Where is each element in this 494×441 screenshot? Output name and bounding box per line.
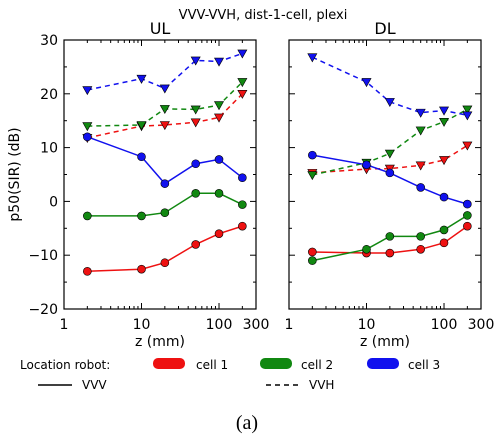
data-point-circle [138,153,146,161]
data-point-triangle [191,119,200,127]
data-point-triangle [83,87,92,95]
y-axis-label: p50(SIR) (dB) [7,127,23,221]
data-point-triangle [463,142,472,150]
data-point-circle [440,193,448,201]
data-point-circle [83,267,91,275]
data-point-circle [161,209,169,217]
data-point-triangle [416,127,425,135]
panel-dl: 1 10 100 300 DL z (mm) [285,19,494,350]
data-point-triangle [463,112,472,120]
series-cell3-vvh [308,54,472,120]
data-point-triangle [160,85,169,93]
y-tick-label: −20 [28,302,58,318]
data-point-circle [192,240,200,248]
x-axis-label: z (mm) [135,334,185,350]
data-point-circle [386,249,394,257]
x-tick-label: 300 [468,317,494,333]
data-point-circle [192,189,200,197]
legend-swatch-cell3 [367,358,399,369]
data-point-circle [215,230,223,238]
legend-solid-label: VVV [82,378,107,392]
data-point-circle [463,211,471,219]
data-point-circle [161,259,169,267]
data-point-triangle [385,150,394,158]
panel-title: DL [374,19,395,38]
x-tick-label: 100 [206,317,233,333]
legend: Location robot: cell 1 cell 2 cell 3 VVV… [20,358,440,392]
legend-label-cell1: cell 1 [196,358,228,372]
data-point-circle [417,183,425,191]
data-point-circle [308,257,316,265]
y-tick-label: 0 [49,194,58,210]
data-point-circle [440,239,448,247]
data-point-circle [308,151,316,159]
x-tick-label: 1 [60,317,69,333]
data-point-circle [238,222,246,230]
data-point-circle [363,161,371,169]
data-point-circle [138,265,146,273]
y-tick-label: 30 [40,33,58,49]
legend-dashed-label: VVH [309,378,334,392]
series-cell2-vvv [83,189,246,220]
plot-frame [289,40,481,309]
data-point-circle [161,180,169,188]
x-tick-label: 10 [133,317,151,333]
data-point-circle [417,232,425,240]
data-point-circle [463,200,471,208]
data-point-triangle [215,58,224,66]
figure-title: VVV-VVH, dist-1-cell, plexi [179,8,348,23]
legend-label-cell2: cell 2 [301,358,333,372]
data-point-circle [363,245,371,253]
y-tick-label: 10 [40,141,58,157]
x-tick-label: 300 [243,317,270,333]
series-cell1-vvh [83,90,247,142]
figure-caption: (a) [236,412,258,434]
data-point-circle [386,169,394,177]
data-point-triangle [416,162,425,170]
y-tick-label: −10 [28,248,58,264]
data-point-circle [192,160,200,168]
series-cell3-vvh [83,50,247,95]
data-point-triangle [308,172,317,180]
panel-title: UL [150,19,171,38]
data-point-circle [138,212,146,220]
legend-swatch-cell1 [153,358,185,369]
data-point-circle [215,189,223,197]
series-cell1-vvv [83,222,246,275]
data-point-circle [215,155,223,163]
x-tick-label: 10 [358,317,376,333]
data-point-circle [83,212,91,220]
data-point-circle [308,248,316,256]
data-point-triangle [238,50,247,58]
data-point-triangle [440,118,449,126]
data-point-circle [83,133,91,141]
series-cell3-vvv [83,133,246,188]
x-axis-label: z (mm) [360,334,410,350]
data-point-triangle [215,102,224,110]
legend-label-cell3: cell 3 [408,358,440,372]
data-point-circle [238,201,246,209]
plot-frame [64,40,256,309]
data-point-triangle [308,54,317,62]
data-point-circle [386,232,394,240]
x-tick-label: 100 [431,317,458,333]
data-point-triangle [440,107,449,115]
data-point-circle [463,222,471,230]
x-tick-label: 1 [285,317,294,333]
data-point-circle [440,226,448,234]
legend-swatch-cell2 [260,358,292,369]
data-point-triangle [416,109,425,117]
data-point-circle [238,174,246,182]
y-tick-label: 20 [40,87,58,103]
data-point-circle [417,245,425,253]
legend-location-label: Location robot: [20,358,110,372]
